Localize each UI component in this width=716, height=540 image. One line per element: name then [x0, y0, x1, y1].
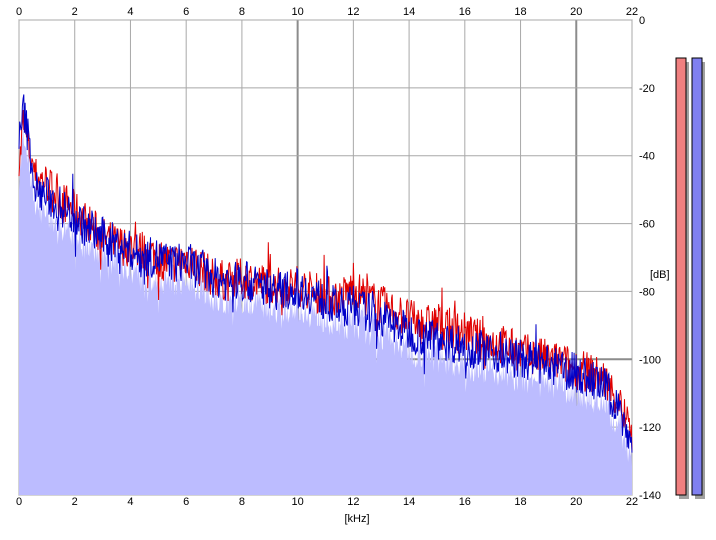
level-meters — [675, 57, 705, 499]
series-line-blue — [18, 94, 633, 453]
x-tick-label-bottom: 10 — [292, 496, 304, 508]
y-tick-label: -20 — [639, 83, 655, 95]
x-tick-label-bottom: 16 — [459, 496, 471, 508]
series-layer — [18, 94, 633, 453]
x-tick-label-top: 4 — [127, 6, 133, 18]
level-meter-left — [675, 57, 687, 496]
spectrum-fill — [19, 123, 632, 495]
x-tick-label-top: 16 — [459, 6, 471, 18]
x-tick-label-top: 20 — [570, 6, 582, 18]
x-tick-label-top: 6 — [183, 6, 189, 18]
x-tick-label-top: 8 — [239, 6, 245, 18]
x-tick-label-top: 0 — [16, 6, 22, 18]
x-tick-label-top: 18 — [514, 6, 526, 18]
x-tick-label-bottom: 6 — [183, 496, 189, 508]
y-tick-label: -100 — [639, 354, 661, 366]
x-tick-label-bottom: 18 — [514, 496, 526, 508]
spectrum-fill-area — [19, 123, 632, 495]
y-tick-label: -80 — [639, 286, 655, 298]
x-axis-label: [kHz] — [344, 513, 369, 525]
x-tick-label-top: 12 — [347, 6, 359, 18]
x-tick-label-bottom: 2 — [72, 496, 78, 508]
x-tick-label-bottom: 4 — [127, 496, 133, 508]
x-tick-label-top: 2 — [72, 6, 78, 18]
y-tick-label: -60 — [639, 219, 655, 231]
y-tick-label: -40 — [639, 151, 655, 163]
y-tick-label: -140 — [639, 490, 661, 502]
y-axis-label: [dB] — [650, 269, 670, 281]
level-meter-right — [691, 57, 703, 496]
x-tick-label-bottom: 12 — [347, 496, 359, 508]
x-tick-label-top: 10 — [292, 6, 304, 18]
y-tick-label: 0 — [639, 15, 645, 27]
tick-labels: 002244668810101212141416161818202022220-… — [16, 6, 661, 508]
x-tick-label-bottom: 14 — [403, 496, 415, 508]
x-tick-label-bottom: 8 — [239, 496, 245, 508]
x-tick-label-top: 22 — [626, 6, 638, 18]
y-tick-label: -120 — [639, 422, 661, 434]
x-tick-label-top: 14 — [403, 6, 415, 18]
x-tick-label-bottom: 20 — [570, 496, 582, 508]
x-tick-label-bottom: 22 — [626, 496, 638, 508]
x-tick-label-bottom: 0 — [16, 496, 22, 508]
